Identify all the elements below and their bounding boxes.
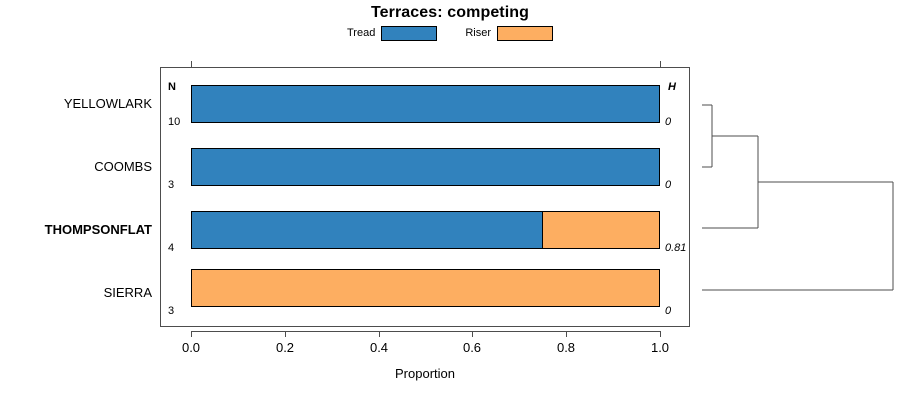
legend-label-riser: Riser xyxy=(465,27,491,39)
row-label-thompsonflat: THOMPSONFLAT xyxy=(44,222,152,237)
row-h-yellowlark: 0 xyxy=(665,116,672,128)
bar-segment-tread xyxy=(192,149,659,185)
legend-item-riser: Riser xyxy=(465,26,553,41)
bar-segment-riser xyxy=(542,212,659,248)
x-axis-tick xyxy=(472,331,473,337)
bar-segment-tread xyxy=(192,212,543,248)
row-n-thompsonflat: 4 xyxy=(168,242,175,254)
legend-swatch-riser xyxy=(497,26,553,41)
row-h-thompsonflat: 0.81 xyxy=(665,242,687,254)
x-axis-title: Proportion xyxy=(395,366,455,381)
bar-segment-tread xyxy=(192,86,659,122)
row-label-coombs: COOMBS xyxy=(94,159,152,174)
row-n-coombs: 3 xyxy=(168,179,175,191)
x-axis-tick-label: 0.4 xyxy=(369,340,389,355)
x-axis-tick-top xyxy=(191,61,192,67)
row-label-yellowlark: YELLOWLARK xyxy=(63,96,152,111)
x-axis-tick-label: 0.6 xyxy=(462,340,482,355)
row-n-sierra: 3 xyxy=(168,305,175,317)
x-axis-tick xyxy=(566,331,567,337)
x-axis-tick xyxy=(660,331,661,337)
x-axis-tick-label: 1.0 xyxy=(650,340,670,355)
table-row xyxy=(191,85,660,123)
x-axis-tick-label: 0.2 xyxy=(275,340,295,355)
legend-item-tread: Tread xyxy=(347,26,438,41)
table-row xyxy=(191,269,660,307)
row-h-sierra: 0 xyxy=(665,305,672,317)
x-axis-tick xyxy=(191,331,192,337)
legend-label-tread: Tread xyxy=(347,27,376,39)
x-axis-line xyxy=(191,331,660,332)
x-axis-tick-label: 0.0 xyxy=(181,340,201,355)
chart-legend: Tread Riser xyxy=(0,26,900,41)
row-label-sierra: SIERRA xyxy=(103,285,152,300)
page-title: Terraces: competing xyxy=(370,4,530,21)
column-header-h: H xyxy=(668,81,676,93)
row-h-coombs: 0 xyxy=(665,179,672,191)
x-axis-tick-top xyxy=(660,61,661,67)
bar-segment-riser xyxy=(192,270,659,306)
row-n-yellowlark: 10 xyxy=(168,116,181,128)
dendrogram xyxy=(702,104,894,291)
column-header-n: N xyxy=(168,81,176,93)
x-axis-tick-label: 0.8 xyxy=(556,340,576,355)
legend-swatch-tread xyxy=(381,26,438,41)
x-axis-tick xyxy=(379,331,380,337)
table-row xyxy=(191,148,660,186)
table-row xyxy=(191,211,660,249)
x-axis-tick xyxy=(285,331,286,337)
